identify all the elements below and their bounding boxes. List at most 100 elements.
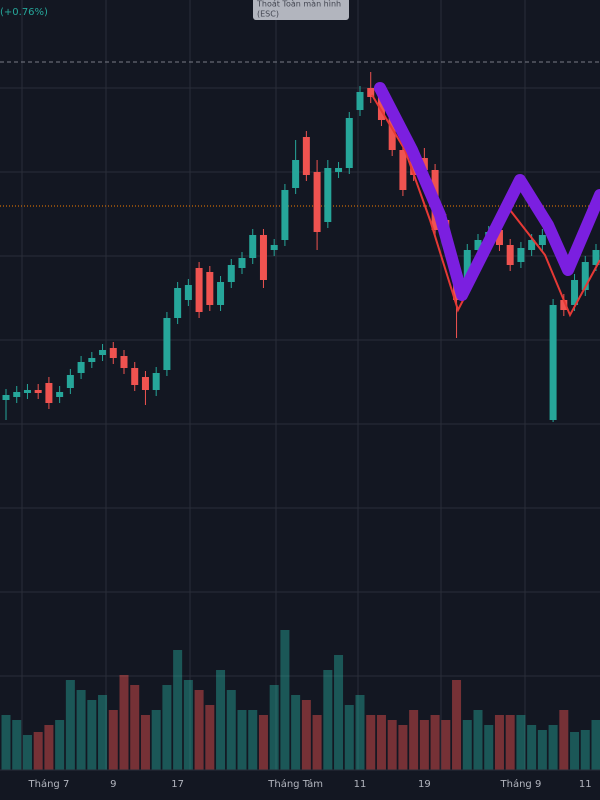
- grid: [0, 0, 600, 770]
- candle-body: [195, 268, 203, 312]
- candle-body: [270, 245, 278, 250]
- volume-bar: [55, 720, 65, 770]
- candle-body: [227, 265, 235, 282]
- volume-bar: [344, 705, 354, 770]
- volume-bar: [334, 655, 344, 770]
- volume-bar: [419, 720, 429, 770]
- candle-body: [163, 318, 171, 370]
- volume-bar: [548, 725, 558, 770]
- candle-body: [56, 392, 64, 397]
- x-tick-label: 19: [418, 779, 431, 790]
- volume-bar: [33, 732, 43, 770]
- candle-body: [109, 348, 117, 358]
- candle-body: [560, 300, 568, 310]
- volume-bar: [76, 690, 86, 770]
- x-tick-label: 11: [354, 779, 367, 790]
- candle-body: [152, 373, 160, 390]
- volume-bar: [269, 685, 279, 770]
- candle-body: [388, 118, 396, 150]
- volume-bar: [301, 700, 311, 770]
- candle-body: [571, 280, 579, 305]
- candle-body: [528, 240, 536, 250]
- candle-body: [356, 92, 364, 110]
- volume-bar: [108, 710, 118, 770]
- volume-bar: [291, 695, 301, 770]
- volume-bar: [194, 690, 204, 770]
- volume-bar: [376, 715, 386, 770]
- candle-body: [131, 368, 139, 385]
- candle-body: [281, 190, 289, 240]
- candle-body: [324, 168, 332, 222]
- candle-body: [66, 375, 74, 388]
- candle-body: [259, 235, 267, 280]
- candle-body: [141, 377, 149, 390]
- candle-body: [238, 258, 246, 268]
- candle-body: [399, 150, 407, 190]
- volume-bar: [559, 710, 569, 770]
- candle-body: [2, 395, 10, 400]
- volume-bar: [280, 630, 290, 770]
- change-label: (+0.76%): [0, 7, 48, 18]
- volume-bar: [237, 710, 247, 770]
- candle-body: [463, 250, 471, 280]
- volume-bar: [173, 650, 183, 770]
- volume-bar: [516, 715, 526, 770]
- x-tick-label: Tháng 9: [500, 778, 542, 790]
- candle-body: [99, 350, 107, 355]
- candle-body: [592, 250, 600, 265]
- volume-bar: [258, 715, 268, 770]
- candle-body: [549, 305, 557, 420]
- volume-bar: [162, 685, 172, 770]
- volume-bar: [441, 720, 451, 770]
- candle-body: [538, 235, 546, 245]
- x-tick-label: 9: [110, 779, 116, 790]
- volume-bar: [87, 700, 97, 770]
- x-tick-label: Tháng 7: [28, 778, 70, 790]
- volume-bar: [462, 720, 472, 770]
- volume-bar: [387, 720, 397, 770]
- candle-body: [377, 95, 385, 120]
- volume-bar: [473, 710, 483, 770]
- volume-bar: [312, 715, 322, 770]
- volume-bar: [130, 685, 140, 770]
- x-tick-label: 17: [171, 779, 184, 790]
- volume-bar: [44, 725, 54, 770]
- volume-bar: [65, 680, 75, 770]
- volume-bar: [527, 725, 537, 770]
- volume-bar: [537, 730, 547, 770]
- candles: [1, 72, 600, 770]
- candle-body: [206, 272, 214, 305]
- volume-bar: [140, 715, 150, 770]
- candle-body: [174, 288, 182, 318]
- candle-body: [45, 383, 53, 403]
- volume-bar: [570, 732, 580, 770]
- candle-body: [367, 88, 375, 97]
- candle-body: [34, 390, 42, 393]
- candle-body: [335, 168, 343, 172]
- volume-bar: [430, 715, 440, 770]
- volume-bar: [398, 725, 408, 770]
- volume-bar: [226, 690, 236, 770]
- volume-bar: [12, 720, 22, 770]
- volume-bar: [205, 705, 215, 770]
- candle-body: [495, 230, 503, 245]
- tooltip[interactable]: [253, 0, 349, 20]
- volume-bar: [151, 710, 161, 770]
- drawing-purple: [374, 82, 600, 301]
- volume-bar: [248, 710, 258, 770]
- tooltip-text: (ESC): [257, 10, 279, 19]
- candle-body: [292, 160, 300, 188]
- volume-bar: [355, 695, 365, 770]
- volume-bar: [1, 715, 11, 770]
- candle-body: [13, 392, 21, 397]
- x-tick-label: Tháng Tám: [267, 778, 323, 790]
- candle-body: [217, 282, 225, 305]
- volume-bar: [98, 695, 108, 770]
- volume-bar: [323, 670, 333, 770]
- candle-body: [474, 240, 482, 250]
- candle-body: [120, 356, 128, 368]
- volume-bar: [183, 680, 193, 770]
